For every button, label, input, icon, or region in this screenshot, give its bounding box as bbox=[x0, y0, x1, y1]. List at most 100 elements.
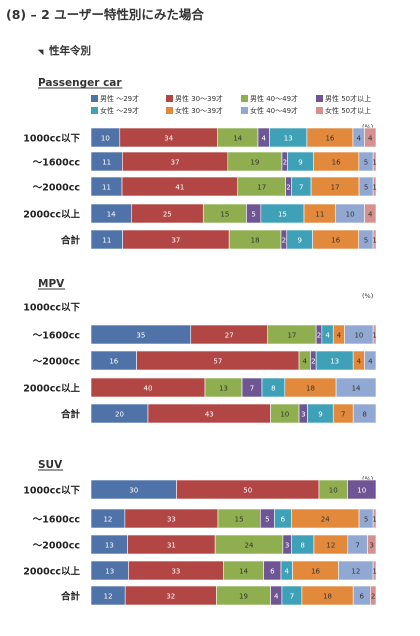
data-label: 4 bbox=[261, 135, 266, 143]
data-label: 5 bbox=[364, 159, 368, 167]
bar-segment bbox=[367, 534, 377, 555]
data-label: 5 bbox=[364, 516, 368, 524]
data-label: 2 bbox=[286, 184, 290, 192]
data-label: 10 bbox=[346, 211, 355, 219]
bar-segment bbox=[364, 127, 377, 148]
category-label: ～1600cc bbox=[33, 331, 80, 342]
data-label: 34 bbox=[164, 135, 173, 143]
legend-label: 女性 40～49才 bbox=[250, 107, 299, 115]
data-label: 40 bbox=[144, 385, 153, 393]
data-label: 10 bbox=[357, 487, 366, 495]
data-label: 3 bbox=[301, 411, 305, 419]
legend-swatch bbox=[166, 107, 173, 114]
data-label: 10 bbox=[101, 135, 110, 143]
legend-label: 女性 30～39才 bbox=[175, 107, 224, 115]
legend-label: 男性 ～29才 bbox=[100, 95, 140, 103]
data-label: 16 bbox=[331, 237, 340, 245]
data-label: 14 bbox=[107, 211, 116, 219]
bar-row: 合計 11 37 18 2 9 16 5 1 bbox=[61, 229, 377, 250]
data-label: 7 bbox=[299, 184, 303, 192]
unit-label: (%) bbox=[362, 292, 373, 300]
chart-title: SUV bbox=[38, 459, 63, 471]
legend-swatch bbox=[241, 107, 248, 114]
data-label: 1 bbox=[372, 159, 376, 167]
data-label: 25 bbox=[163, 211, 172, 219]
data-label: 2 bbox=[283, 159, 287, 167]
data-label: 14 bbox=[239, 568, 248, 576]
data-label: 9 bbox=[298, 159, 302, 167]
data-label: 31 bbox=[167, 542, 176, 550]
data-label: 9 bbox=[318, 411, 322, 419]
bar-row: ～1600cc 11 37 19 2 9 16 5 1 bbox=[33, 151, 377, 172]
data-label: 6 bbox=[270, 568, 275, 576]
category-label: 2000cc以上 bbox=[23, 383, 80, 395]
bar-row: ～1600cc 12 33 15 5 6 24 5 1 bbox=[33, 508, 377, 529]
legend-swatch bbox=[316, 95, 323, 102]
data-label: 15 bbox=[278, 211, 287, 219]
data-label: 33 bbox=[167, 516, 176, 524]
bar-segment bbox=[335, 377, 377, 398]
legend-item: 女性 50才以上 bbox=[316, 107, 371, 116]
data-label: 1 bbox=[372, 332, 376, 340]
bar-row: ～2000cc 16 57 4 2 13 4 4 bbox=[33, 350, 377, 371]
bar-segment bbox=[372, 324, 377, 345]
bar-segment bbox=[352, 403, 377, 424]
data-label: 17 bbox=[287, 332, 296, 340]
data-label: 4 bbox=[325, 332, 330, 340]
legend-item: 女性 30～39才 bbox=[166, 107, 223, 116]
bar-row: 2000cc以上 13 33 14 6 4 16 12 1 bbox=[23, 560, 377, 581]
chart-title: MPV bbox=[38, 278, 65, 290]
bar-row: 1000cc以下 30 50 10 10 bbox=[23, 479, 377, 500]
data-label: 41 bbox=[175, 184, 184, 192]
data-label: 10 bbox=[329, 487, 338, 495]
legend-label: 女性 50才以上 bbox=[325, 107, 372, 115]
section-title: 性年令別 bbox=[37, 43, 91, 58]
chart-panel: MPV(%)1000cc以下～1600cc 35 27 17 2 4 4 10 1～2000cc… bbox=[23, 278, 377, 424]
data-label: 15 bbox=[220, 211, 229, 219]
bar-row: 2000cc以上 40 13 7 8 18 14 bbox=[23, 377, 377, 398]
data-label: 4 bbox=[368, 211, 373, 219]
data-label: 5 bbox=[364, 237, 368, 245]
legend-label: 男性 30～39才 bbox=[175, 95, 224, 103]
bar-row: 1000cc以下 10 34 14 4 13 16 4 4 bbox=[23, 127, 377, 148]
category-label: 合計 bbox=[61, 235, 81, 247]
data-label: 4 bbox=[368, 358, 373, 366]
data-label: 16 bbox=[332, 159, 341, 167]
data-label: 13 bbox=[105, 542, 114, 550]
data-label: 8 bbox=[362, 411, 366, 419]
bar-row: 1000cc以下 bbox=[23, 303, 80, 314]
data-label: 18 bbox=[251, 237, 260, 245]
data-label: 13 bbox=[219, 385, 228, 393]
data-label: 24 bbox=[245, 542, 254, 550]
data-label: 35 bbox=[136, 332, 145, 340]
data-label: 10 bbox=[354, 332, 363, 340]
bar-row: ～2000cc 13 31 24 3 8 12 7 3 bbox=[33, 534, 377, 555]
data-label: 14 bbox=[233, 135, 242, 143]
data-label: 8 bbox=[300, 542, 304, 550]
legend-label: 男性 40～49才 bbox=[250, 95, 299, 103]
data-label: 16 bbox=[311, 568, 320, 576]
data-label: 12 bbox=[351, 568, 360, 576]
data-label: 4 bbox=[368, 135, 373, 143]
data-label: 19 bbox=[239, 593, 248, 601]
bar-segment bbox=[364, 203, 377, 224]
data-label: 37 bbox=[171, 237, 180, 245]
data-label: 5 bbox=[364, 184, 368, 192]
data-label: 57 bbox=[213, 358, 222, 366]
bar-row: 合計 20 43 10 3 9 7 8 bbox=[61, 403, 377, 424]
data-label: 3 bbox=[370, 542, 374, 550]
legend-swatch bbox=[91, 107, 98, 114]
bar-segment bbox=[347, 479, 377, 500]
legend-swatch bbox=[241, 95, 248, 102]
data-label: 1 bbox=[372, 237, 376, 245]
legend-item: 男性 40～49才 bbox=[241, 95, 298, 104]
section-title-text: 性年令別 bbox=[49, 45, 91, 57]
data-label: 18 bbox=[323, 593, 332, 601]
data-label: 50 bbox=[243, 487, 252, 495]
data-label: 13 bbox=[330, 358, 339, 366]
data-label: 7 bbox=[290, 593, 294, 601]
data-label: 43 bbox=[205, 411, 214, 419]
data-label: 4 bbox=[285, 568, 290, 576]
data-label: 33 bbox=[171, 568, 180, 576]
